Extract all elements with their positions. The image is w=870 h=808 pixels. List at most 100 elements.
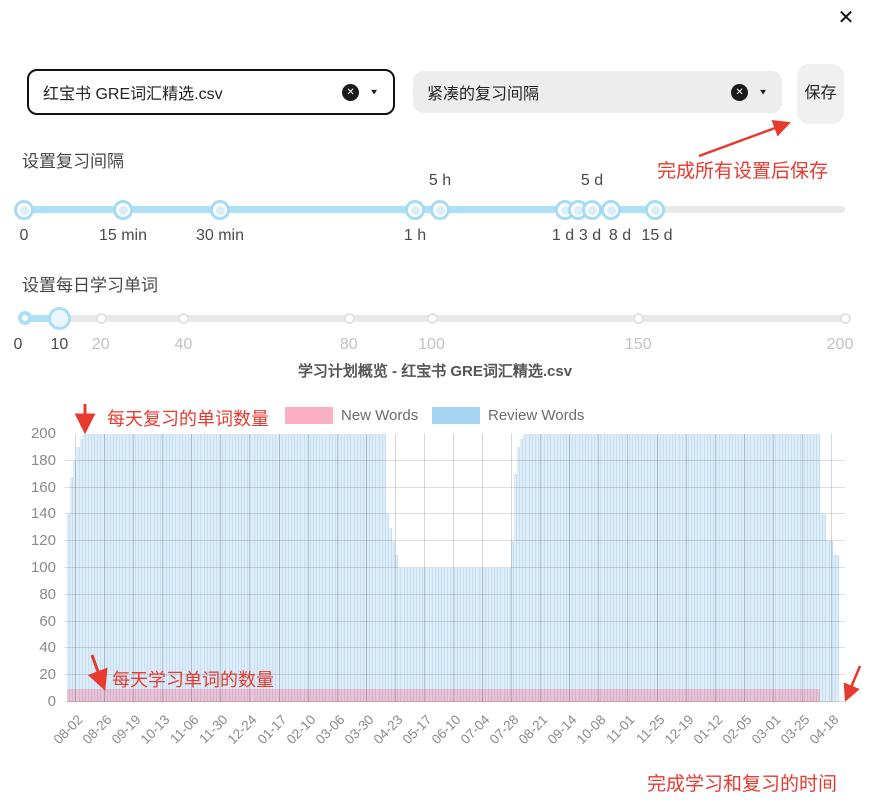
new-words-column	[748, 688, 752, 702]
bar-column	[676, 434, 680, 702]
bar-column	[654, 434, 658, 702]
new-words-column	[654, 688, 658, 702]
bar-column	[145, 434, 149, 702]
new-words-column	[285, 688, 289, 702]
new-words-column	[529, 688, 533, 702]
v-gridline	[743, 434, 745, 702]
new-words-column	[248, 688, 252, 702]
v-gridline	[249, 434, 251, 702]
interval-handle-30min[interactable]	[210, 200, 230, 220]
new-words-column	[757, 688, 761, 702]
interval-handle-0[interactable]	[14, 200, 34, 220]
new-words-column	[157, 688, 161, 702]
bar-column	[729, 434, 733, 702]
y-axis-label: 180	[30, 451, 56, 469]
new-words-column	[301, 688, 305, 702]
bar-column	[438, 568, 443, 702]
bar-column	[351, 434, 355, 702]
interval-handle-8d[interactable]	[601, 200, 621, 220]
new-words-column	[229, 688, 233, 702]
interval-handle-15d[interactable]	[645, 200, 665, 220]
new-words-column	[723, 688, 727, 702]
bar-column	[370, 434, 374, 702]
save-button[interactable]: 保存	[797, 64, 844, 124]
new-words-column	[817, 688, 821, 702]
new-words-column	[298, 688, 302, 702]
new-words-column	[676, 688, 680, 702]
bar-column	[692, 434, 696, 702]
save-hint-annotation: 完成所有设置后保存	[657, 161, 829, 182]
new-words-column	[595, 688, 599, 702]
new-words-column	[95, 688, 99, 702]
new-words-column	[548, 688, 552, 702]
deck-clear-icon[interactable]: ✕	[342, 83, 360, 101]
h-gridline	[65, 674, 845, 676]
close-icon[interactable]: ✕	[837, 7, 855, 29]
new-words-column	[307, 688, 311, 702]
daily-slider-handle[interactable]	[48, 307, 72, 330]
bar-column	[110, 434, 114, 702]
bar-column	[726, 434, 730, 702]
new-words-column	[626, 688, 630, 702]
bar-column	[629, 434, 633, 702]
bar-column	[626, 434, 630, 702]
bar-column	[120, 434, 124, 702]
bar-column	[335, 434, 339, 702]
bar-column	[151, 434, 155, 702]
interval-handle-5d[interactable]	[582, 200, 602, 220]
finish-hint-annotation: 完成学习和复习的时间	[647, 774, 838, 795]
daily-tick-40	[178, 313, 190, 324]
new-words-column	[317, 688, 321, 702]
interval-handle-label: 8 d	[608, 227, 632, 244]
new-words-column	[117, 688, 121, 702]
deck-select[interactable]: 红宝书 GRE词汇精选.csv ✕ ▼	[27, 69, 395, 115]
preset-caret-icon[interactable]: ▼	[758, 87, 768, 97]
new-words-column	[738, 688, 743, 702]
bar-column	[138, 434, 142, 702]
bar-column	[163, 434, 168, 702]
interval-handle-1h[interactable]	[405, 200, 425, 220]
bar-column	[523, 434, 527, 702]
h-gridline	[65, 567, 845, 568]
new-words-column	[326, 688, 330, 702]
bar-column	[817, 434, 821, 702]
bar-column	[520, 439, 524, 702]
new-words-column	[726, 688, 730, 702]
new-words-column	[329, 688, 333, 702]
bar-column	[310, 434, 314, 702]
v-gridline	[656, 434, 658, 702]
interval-handle-15min[interactable]	[113, 200, 133, 220]
new-words-column	[226, 688, 230, 702]
preset-select[interactable]: 紧凑的复习间隔 ✕ ▼	[413, 71, 782, 113]
new-words-column	[688, 688, 693, 702]
bar-column	[445, 568, 449, 702]
bar-column	[385, 514, 389, 702]
bar-column	[82, 434, 86, 702]
new-words-column	[588, 688, 593, 702]
new-words-column	[601, 688, 605, 702]
deck-caret-icon[interactable]: ▼	[369, 87, 379, 97]
interval-handle-label: 30 min	[195, 227, 245, 244]
bar-column	[260, 434, 264, 702]
bar-column	[192, 434, 196, 702]
bar-column	[476, 568, 480, 702]
bar-column	[770, 434, 774, 702]
daily-slider-label: 设置每日学习单词	[22, 276, 158, 295]
bar-column	[157, 434, 161, 702]
bar-column	[488, 568, 493, 702]
bar-column	[354, 434, 358, 702]
preset-clear-icon[interactable]: ✕	[731, 83, 749, 101]
bar-column	[204, 434, 208, 702]
bar-column	[576, 434, 580, 702]
v-gridline	[191, 434, 193, 702]
bar-column	[367, 434, 371, 702]
daily-tick-200	[840, 313, 851, 324]
bar-column	[248, 434, 252, 702]
new-words-column	[173, 688, 177, 702]
new-words-column	[101, 688, 105, 702]
v-gridline	[598, 434, 600, 702]
bar-column	[85, 434, 89, 702]
new-words-column	[704, 688, 708, 702]
new-words-column	[557, 688, 561, 702]
interval-handle-5h[interactable]	[430, 200, 450, 220]
